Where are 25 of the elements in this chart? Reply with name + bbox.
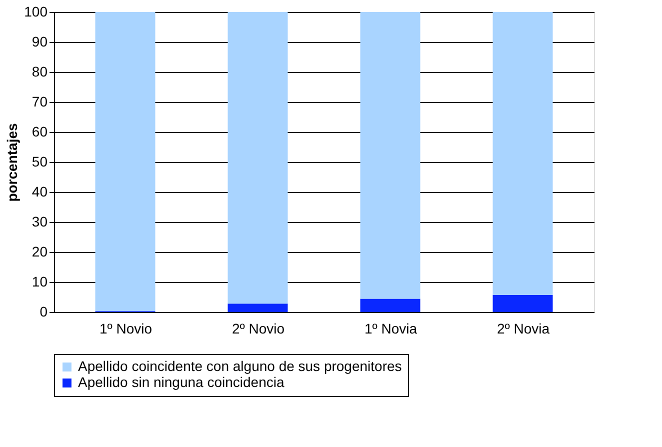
y-tick-label: 60 [32, 124, 48, 140]
y-tick-label: 50 [32, 154, 48, 170]
y-tick-label: 30 [32, 214, 48, 230]
y-tick-label: 100 [24, 4, 48, 20]
bar [360, 298, 420, 312]
bar [228, 304, 288, 312]
bar [95, 12, 156, 312]
bar [492, 12, 553, 295]
bar [492, 294, 553, 312]
y-tick-label: 0 [40, 304, 48, 320]
y-tick-label: 20 [32, 244, 48, 260]
x-tick-label: 2º Novia [496, 320, 550, 336]
x-tick-label: 2º Novio [232, 320, 285, 336]
bar [360, 12, 420, 299]
y-axis-title: porcentajes [4, 122, 20, 202]
legend-label: Apellido sin ninguna coincidencia [78, 374, 284, 390]
y-tick-label: 80 [32, 64, 48, 80]
y-tick-label: 90 [32, 34, 48, 50]
x-tick-label: 1º Novio [99, 320, 152, 336]
x-tick-label: 1º Novia [364, 320, 418, 336]
bar [228, 12, 288, 304]
y-tick-label: 70 [32, 94, 48, 110]
y-tick-label: 10 [32, 274, 48, 290]
y-tick-label: 40 [32, 184, 48, 200]
legend-label: Apellido coincidente con alguno de sus progenitores [78, 358, 402, 374]
